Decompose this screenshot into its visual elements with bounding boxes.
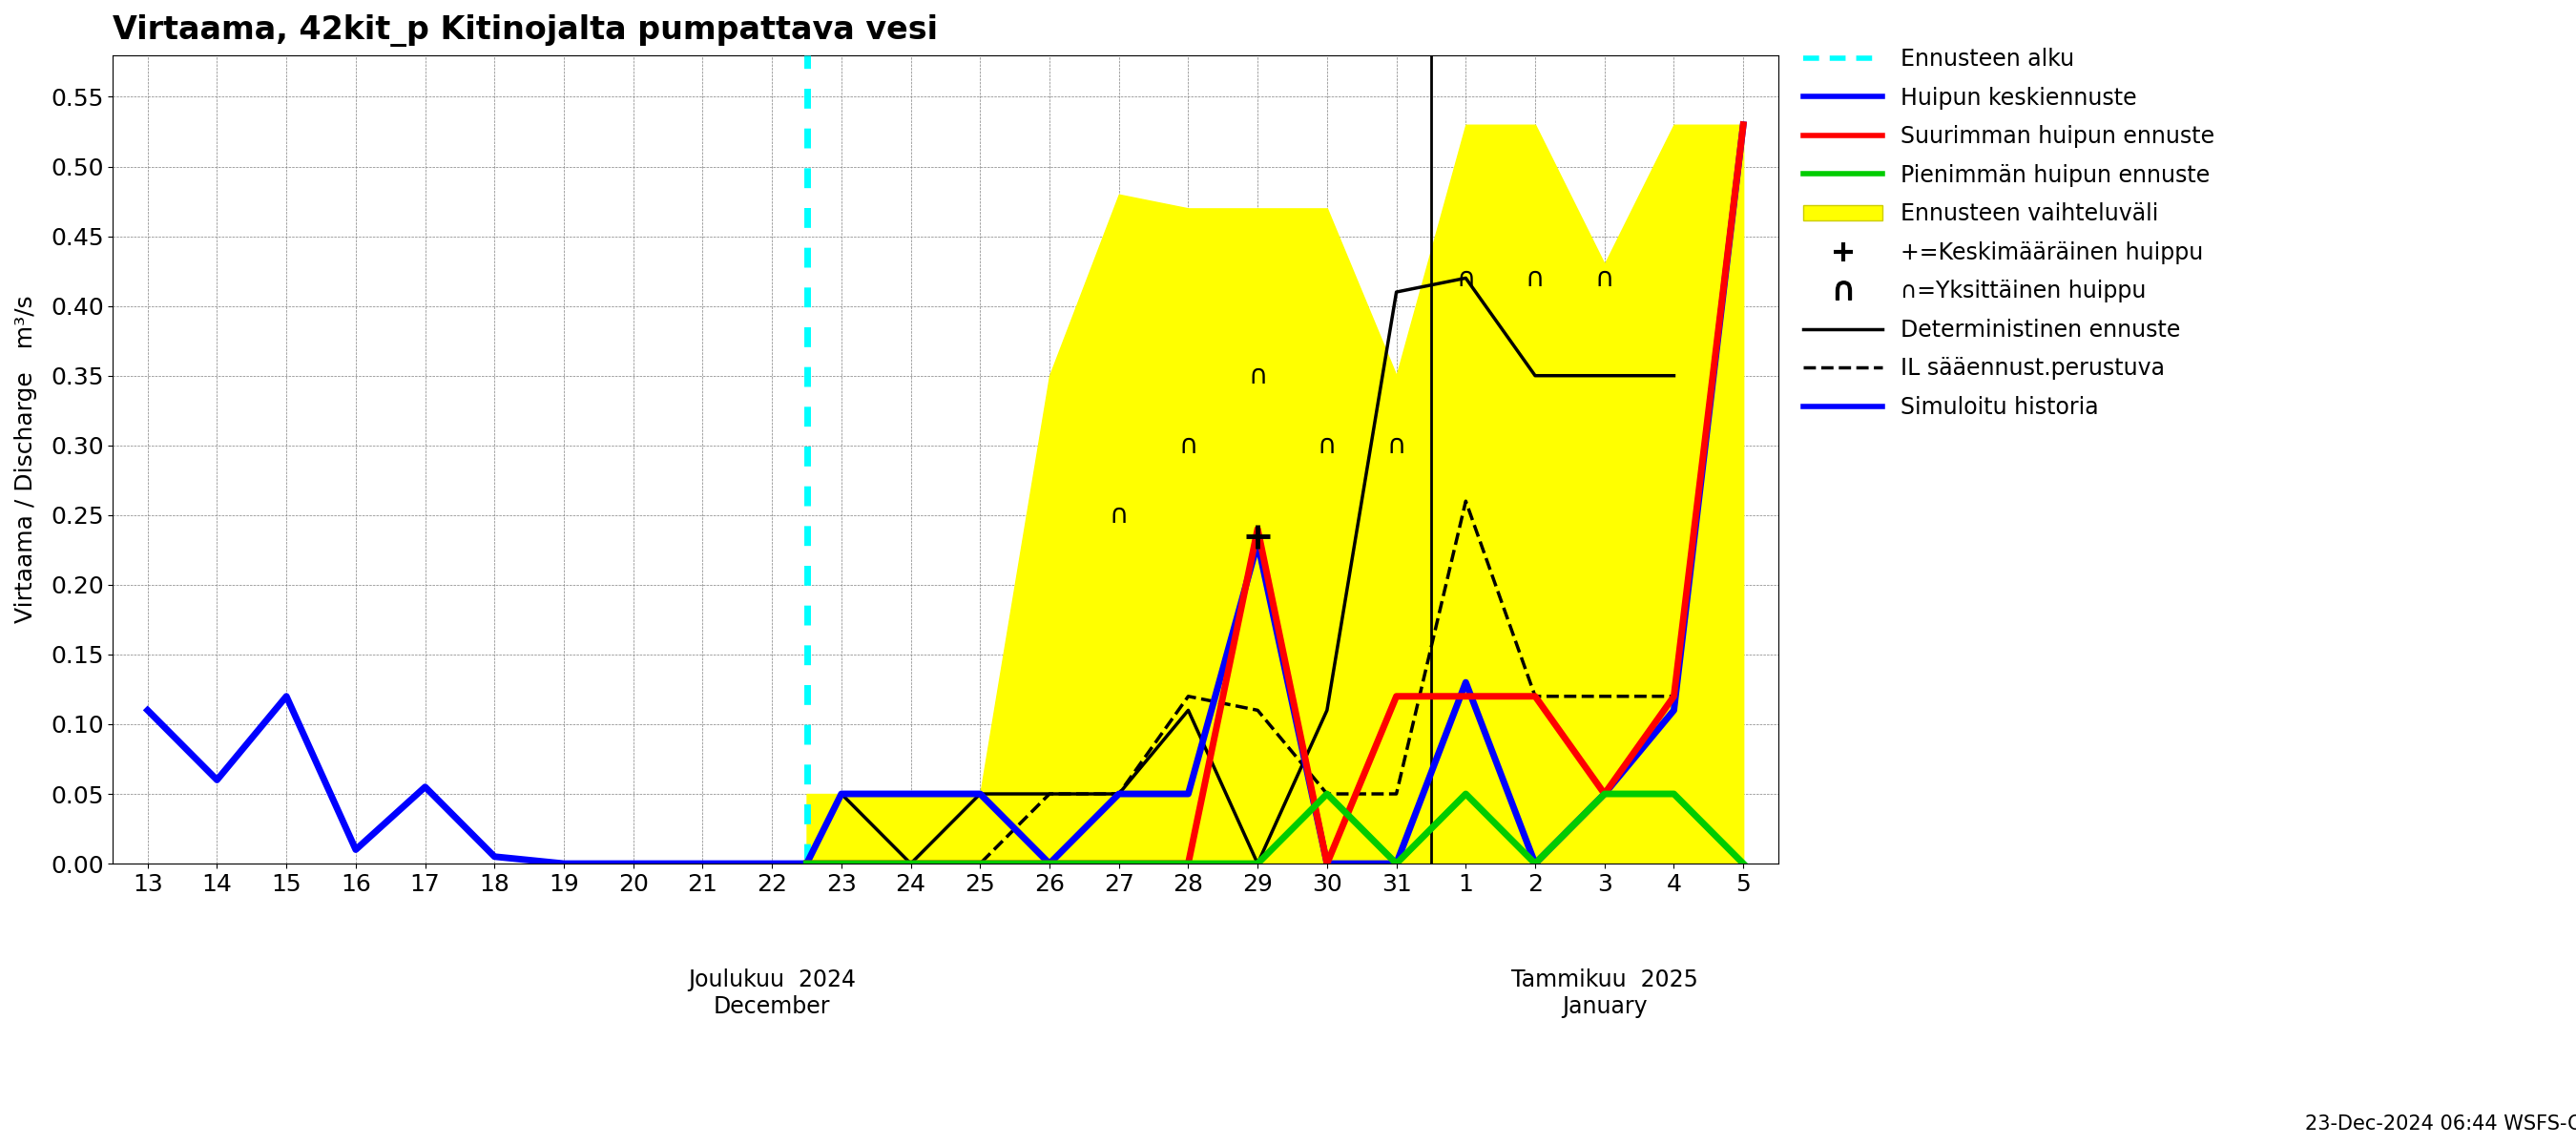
Legend: Ennusteen alku, Huipun keskiennuste, Suurimman huipun ennuste, Pienimmän huipun : Ennusteen alku, Huipun keskiennuste, Suu…: [1795, 39, 2223, 428]
Text: ∩: ∩: [1180, 433, 1198, 459]
Text: Tammikuu  2025
January: Tammikuu 2025 January: [1512, 969, 1698, 1018]
Text: ∩: ∩: [1110, 503, 1128, 529]
Text: ∩: ∩: [1525, 266, 1546, 292]
Text: 23-Dec-2024 06:44 WSFS-O: 23-Dec-2024 06:44 WSFS-O: [2306, 1114, 2576, 1134]
Text: Joulukuu  2024
December: Joulukuu 2024 December: [688, 969, 855, 1018]
Text: ∩: ∩: [1316, 433, 1337, 459]
Text: ∩: ∩: [1595, 266, 1615, 292]
Text: Virtaama, 42kit_p Kitinojalta pumpattava vesi: Virtaama, 42kit_p Kitinojalta pumpattava…: [113, 14, 938, 47]
Text: ∩: ∩: [1455, 266, 1476, 292]
Y-axis label: Virtaama / Discharge   m³/s: Virtaama / Discharge m³/s: [15, 295, 36, 623]
Text: ∩: ∩: [1386, 433, 1406, 459]
Text: ∩: ∩: [1247, 363, 1267, 389]
